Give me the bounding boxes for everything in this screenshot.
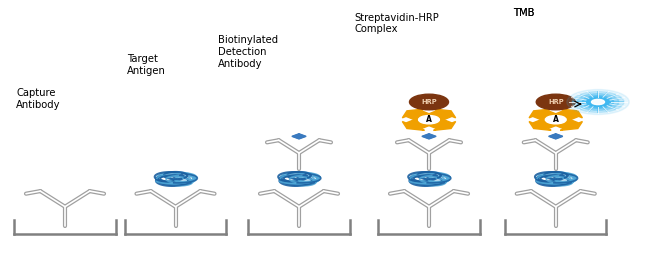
- Text: Capture
Antibody: Capture Antibody: [16, 88, 60, 110]
- Circle shape: [536, 94, 575, 110]
- Text: Streptavidin-HRP
Complex: Streptavidin-HRP Complex: [354, 12, 439, 34]
- Polygon shape: [529, 117, 563, 130]
- Text: TMB: TMB: [514, 8, 535, 18]
- Circle shape: [592, 99, 604, 105]
- Circle shape: [572, 92, 624, 112]
- Circle shape: [582, 96, 614, 108]
- Polygon shape: [422, 109, 456, 123]
- Text: HRP: HRP: [548, 99, 564, 105]
- Circle shape: [586, 97, 610, 107]
- Circle shape: [419, 115, 439, 124]
- Polygon shape: [292, 134, 306, 139]
- Polygon shape: [422, 117, 456, 130]
- Polygon shape: [402, 109, 436, 123]
- Polygon shape: [529, 109, 563, 123]
- Text: TMB: TMB: [514, 8, 535, 18]
- Text: Biotinylated
Detection
Antibody: Biotinylated Detection Antibody: [218, 35, 278, 69]
- Text: A: A: [426, 115, 432, 124]
- Circle shape: [567, 89, 629, 114]
- Text: A: A: [552, 115, 559, 124]
- Polygon shape: [402, 117, 436, 130]
- Circle shape: [410, 94, 448, 110]
- Circle shape: [545, 115, 566, 124]
- Text: Target
Antigen: Target Antigen: [127, 54, 166, 76]
- Circle shape: [577, 94, 619, 110]
- Polygon shape: [549, 134, 563, 139]
- Polygon shape: [549, 109, 582, 123]
- Polygon shape: [549, 117, 582, 130]
- Text: HRP: HRP: [421, 99, 437, 105]
- Polygon shape: [422, 134, 436, 139]
